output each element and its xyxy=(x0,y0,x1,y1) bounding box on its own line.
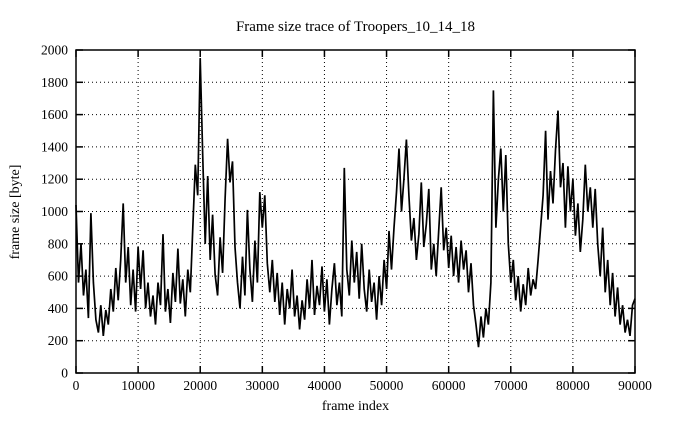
y-tick-label: 1600 xyxy=(41,107,68,122)
y-tick-label: 0 xyxy=(61,366,68,381)
x-tick-label: 30000 xyxy=(245,378,279,393)
y-tick-label: 1000 xyxy=(41,204,68,219)
y-tick-label: 400 xyxy=(48,301,69,316)
x-tick-label: 10000 xyxy=(121,378,155,393)
x-tick-label: 0 xyxy=(73,378,80,393)
x-tick-label: 70000 xyxy=(494,378,528,393)
y-tick-label: 200 xyxy=(48,333,69,348)
y-tick-label: 600 xyxy=(48,269,69,284)
frame-size-trace xyxy=(75,58,636,348)
y-tick-label: 1400 xyxy=(41,139,68,154)
x-tick-label: 40000 xyxy=(308,378,342,393)
x-tick-label: 80000 xyxy=(556,378,590,393)
y-tick-label: 2000 xyxy=(41,43,68,58)
x-tick-label: 90000 xyxy=(618,378,652,393)
x-axis-label: frame index xyxy=(321,399,390,414)
y-tick-label: 800 xyxy=(48,236,69,251)
y-axis-label: frame size [byte] xyxy=(8,164,23,260)
y-tick-label: 1200 xyxy=(41,172,68,187)
chart-title: Frame size trace of Troopers_10_14_18 xyxy=(235,19,476,35)
plot-border xyxy=(75,49,636,374)
x-tick-label: 50000 xyxy=(370,378,404,393)
y-tick-label: 1800 xyxy=(41,75,68,90)
x-tick-label: 20000 xyxy=(183,378,217,393)
x-tick-label: 60000 xyxy=(432,378,466,393)
